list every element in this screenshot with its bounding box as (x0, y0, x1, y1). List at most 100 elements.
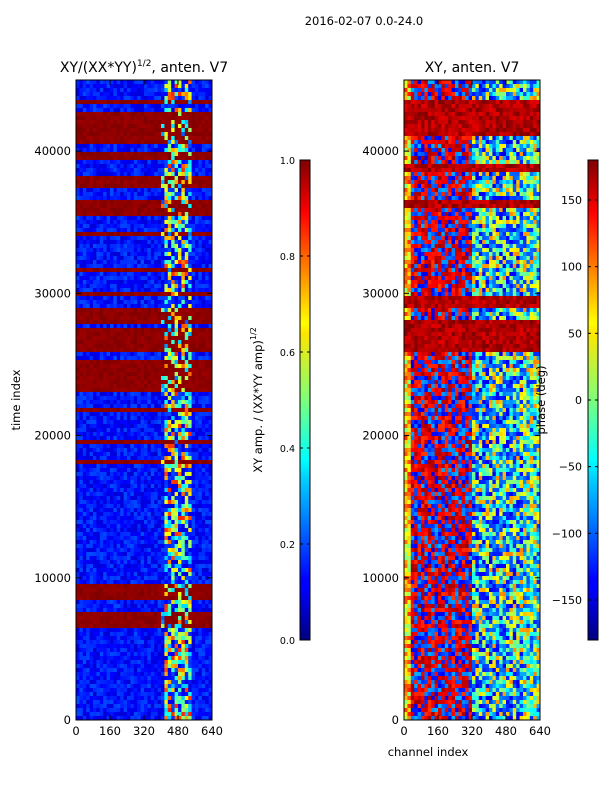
heatmap-cell (76, 312, 80, 317)
heatmap-cell (191, 196, 196, 201)
heatmap-cell (140, 384, 145, 389)
heatmap-cell (116, 552, 121, 557)
heatmap-cell (167, 512, 172, 517)
heatmap-cell (171, 168, 175, 173)
heatmap-cell (120, 492, 124, 497)
heatmap-cell (76, 80, 80, 85)
heatmap-cell (93, 500, 97, 505)
heatmap-cell (178, 376, 182, 381)
heatmap-cell (198, 184, 203, 189)
heatmap-cell (76, 276, 80, 281)
heatmap-cell (150, 312, 155, 317)
heatmap-cell (137, 204, 141, 209)
heatmap-cell (205, 248, 209, 253)
heatmap-cell (113, 156, 118, 161)
heatmap-cell (120, 568, 124, 573)
heatmap-cell (123, 360, 128, 365)
heatmap-cell (198, 112, 203, 117)
heatmap-cell (89, 312, 94, 317)
heatmap-cell (195, 224, 199, 229)
heatmap-cell (191, 492, 196, 497)
heatmap-cell (171, 496, 175, 501)
heatmap-cell (89, 576, 94, 581)
heatmap-cell (205, 408, 209, 413)
heatmap-cell (181, 96, 186, 101)
heatmap-cell (130, 308, 135, 313)
heatmap-cell (133, 572, 138, 577)
heatmap-cell (76, 392, 80, 397)
heatmap-cell (150, 428, 155, 433)
heatmap-cell (103, 552, 107, 557)
heatmap-cell (157, 364, 162, 369)
heatmap-cell (205, 376, 209, 381)
heatmap-cell (208, 508, 212, 513)
heatmap-cell (86, 480, 90, 485)
heatmap-cell (96, 96, 101, 101)
heatmap-cell (106, 336, 111, 341)
heatmap-cell (116, 368, 121, 373)
heatmap-cell (103, 576, 107, 581)
heatmap-cell (144, 184, 148, 189)
heatmap-cell (144, 356, 148, 361)
heatmap-cell (188, 336, 192, 341)
heatmap-cell (116, 232, 121, 237)
heatmap-cell (195, 268, 199, 273)
heatmap-cell (188, 436, 192, 441)
heatmap-cell (147, 212, 152, 217)
heatmap-cell (120, 440, 124, 445)
heatmap-cell (116, 460, 121, 465)
heatmap-cell (96, 388, 101, 393)
heatmap-cell (82, 224, 87, 229)
heatmap-cell (157, 80, 162, 85)
heatmap-cell (171, 512, 175, 517)
heatmap-cell (178, 356, 182, 361)
heatmap-cell (198, 352, 203, 357)
heatmap-cell (144, 380, 148, 385)
heatmap-cell (144, 80, 148, 85)
heatmap-cell (140, 328, 145, 333)
heatmap-cell (130, 552, 135, 557)
heatmap-cell (76, 408, 80, 413)
heatmap-cell (184, 128, 189, 133)
heatmap-cell (99, 528, 104, 533)
heatmap-cell (161, 356, 165, 361)
heatmap-cell (191, 216, 196, 221)
heatmap-cell (198, 220, 203, 225)
heatmap-cell (106, 188, 111, 193)
heatmap-cell (198, 328, 203, 333)
heatmap-cell (113, 152, 118, 157)
heatmap-cell (147, 340, 152, 345)
heatmap-cell (79, 280, 84, 285)
heatmap-cell (171, 172, 175, 177)
heatmap-cell (103, 176, 107, 181)
heatmap-cell (137, 332, 141, 337)
heatmap-cell (205, 276, 209, 281)
heatmap-cell (144, 136, 148, 141)
heatmap-cell (82, 576, 87, 581)
heatmap-cell (103, 428, 107, 433)
heatmap-cell (188, 368, 192, 373)
heatmap-cell (198, 464, 203, 469)
heatmap-cell (130, 424, 135, 429)
heatmap-cell (181, 472, 186, 477)
heatmap-cell (137, 264, 141, 269)
heatmap-cell (120, 496, 124, 501)
heatmap-cell (171, 104, 175, 109)
heatmap-cell (133, 528, 138, 533)
heatmap-cell (181, 500, 186, 505)
heatmap-cell (127, 232, 131, 237)
heatmap-cell (106, 104, 111, 109)
heatmap-cell (113, 104, 118, 109)
heatmap-cell (201, 512, 206, 517)
heatmap-cell (82, 516, 87, 521)
heatmap-cell (106, 496, 111, 501)
heatmap-cell (195, 192, 199, 197)
heatmap-cell (195, 412, 199, 417)
heatmap-cell (130, 356, 135, 361)
heatmap-cell (99, 464, 104, 469)
heatmap-cell (79, 528, 84, 533)
heatmap-cell (178, 276, 182, 281)
heatmap-cell (137, 324, 141, 329)
heatmap-cell (171, 184, 175, 189)
heatmap-cell (167, 320, 172, 325)
